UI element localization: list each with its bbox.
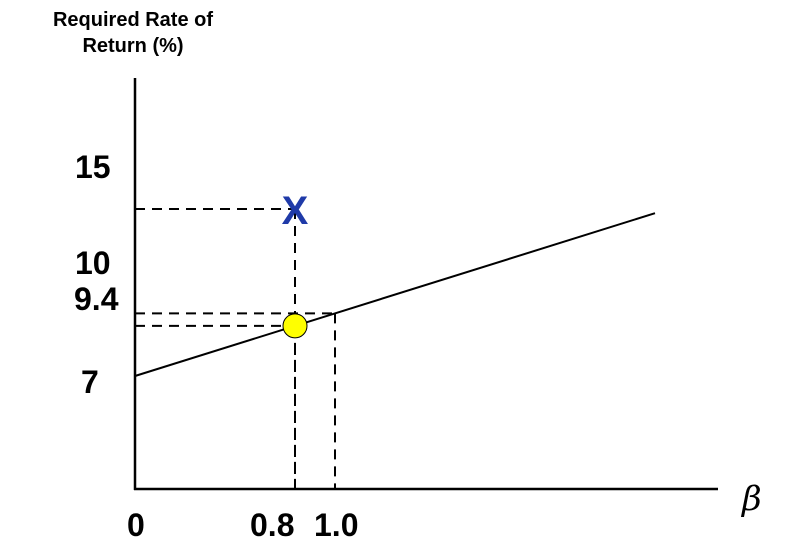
x-axis-label: β (740, 479, 762, 519)
x-tick-labels: 0 0.8 1.0 (127, 507, 358, 543)
y-axis-label-line-1: Required Rate of (53, 9, 213, 31)
security-market-line (134, 212, 656, 377)
y-tick-label-7: 7 (81, 364, 99, 400)
y-tick-label-10: 10 (75, 245, 111, 281)
y-axis-label-line-2: Return (%) (82, 35, 183, 57)
y-axis-label: Required Rate of Return (%) (53, 9, 213, 57)
x-tick-label-0: 0 (127, 507, 145, 543)
x-tick-label-1-0: 1.0 (314, 507, 358, 543)
reference-lines (135, 208, 336, 489)
y-tick-label-9-4: 9.4 (74, 281, 119, 317)
point-marker-x: X (282, 189, 309, 233)
y-tick-label-15: 15 (75, 149, 111, 185)
x-tick-label-0-8: 0.8 (250, 507, 294, 543)
point-marker-circle (282, 313, 308, 339)
y-tick-labels: 15 10 9.4 7 (74, 149, 119, 400)
